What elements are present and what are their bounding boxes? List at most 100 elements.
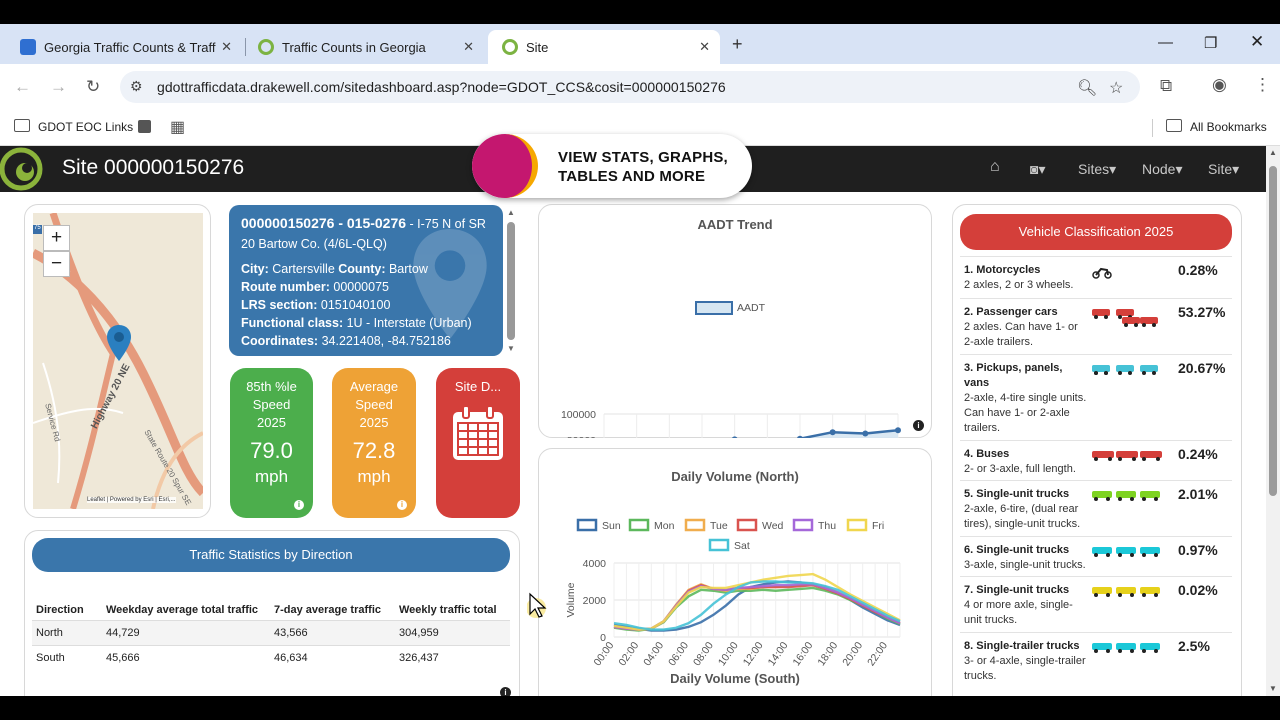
lrs-value: 0151040100 bbox=[320, 298, 391, 312]
close-icon[interactable]: ✕ bbox=[463, 39, 474, 54]
aadt-point bbox=[862, 430, 869, 437]
drakewell-icon bbox=[258, 39, 274, 55]
all-bookmarks[interactable]: All Bookmarks bbox=[1190, 120, 1267, 134]
close-icon[interactable]: ✕ bbox=[699, 39, 710, 54]
bookmark-app-icon[interactable] bbox=[138, 120, 151, 133]
vehicle-class-desc: 2 axles, 2 or 3 wheels. bbox=[964, 279, 1074, 291]
browser-window: Georgia Traffic Counts & Traffic ✕ Traff… bbox=[0, 24, 1280, 696]
tab-title: Georgia Traffic Counts & Traffic bbox=[44, 39, 216, 55]
map-marker-icon[interactable] bbox=[107, 325, 131, 361]
zoom-out-button[interactable]: − bbox=[43, 251, 70, 277]
address-bar[interactable]: ⚙ gdottrafficdata.drakewell.com/sitedash… bbox=[120, 71, 1140, 103]
vehicle-class-label: 2. Passenger cars 2 axles. Can have 1- or… bbox=[964, 305, 1089, 350]
page-content: Site 000000150276 ⌂ ◙▾ Sites▾ Node▾ Site… bbox=[0, 146, 1266, 696]
camera-menu-icon[interactable]: ◙▾ bbox=[1030, 161, 1046, 177]
info-icon[interactable]: i bbox=[500, 687, 511, 696]
home-icon[interactable]: ⌂ bbox=[990, 158, 1000, 175]
route-label: Route number: bbox=[241, 280, 330, 294]
tab-strip: Georgia Traffic Counts & Traffic ✕ Traff… bbox=[0, 24, 1280, 64]
daily-volume-chart: Sun Mon Tue Wed Thu Fri Sat 0 2000 4000 00:00 02:00… bbox=[565, 518, 901, 669]
col-header[interactable]: Weekday average total traffic bbox=[106, 603, 259, 616]
tab-search-icon[interactable]: ⧉ bbox=[1160, 76, 1173, 95]
scrollbar-thumb[interactable] bbox=[1269, 166, 1277, 496]
direction-table: Direction Weekday average total traffic … bbox=[32, 576, 510, 670]
x-tick-label: 02:00 bbox=[616, 640, 641, 669]
traffic-stats-title-button[interactable]: Traffic Statistics by Direction bbox=[32, 538, 510, 572]
info-scrollbar[interactable]: ▲ ▼ bbox=[507, 208, 515, 353]
aadt-point bbox=[797, 435, 803, 438]
map-attribution[interactable]: Leaflet | Powered by Esri | Esri,... bbox=[87, 497, 176, 503]
vehicle-class-desc: 3-axle, single-unit trucks. bbox=[964, 559, 1086, 571]
tab-georgia-traffic[interactable]: Georgia Traffic Counts & Traffic ✕ bbox=[6, 30, 242, 64]
reload-icon[interactable]: ↻ bbox=[86, 77, 101, 96]
drakewell-logo-icon[interactable] bbox=[0, 146, 46, 192]
site-map[interactable]: + − 75 Highway 20 NE State Route 20 Spur… bbox=[33, 213, 203, 509]
info-icon[interactable]: i bbox=[397, 500, 407, 510]
motorcycle-icon bbox=[1092, 265, 1172, 287]
forward-icon[interactable]: → bbox=[50, 77, 67, 96]
site-info-panel: 000000150276 - 015-0276 - I-75 N of SR 2… bbox=[229, 205, 503, 356]
bookmark-star-icon[interactable]: ☆ bbox=[1109, 80, 1124, 97]
new-tab-icon[interactable]: + bbox=[732, 34, 743, 54]
url-text[interactable]: gdottrafficdata.drakewell.com/sitedashbo… bbox=[157, 79, 726, 95]
nav-sites[interactable]: Sites▾ bbox=[1078, 161, 1117, 177]
pickup-icon bbox=[1092, 363, 1172, 385]
tab-traffic-counts[interactable]: Traffic Counts in Georgia ✕ bbox=[244, 30, 484, 64]
info-icon[interactable]: i bbox=[294, 500, 304, 510]
fc-label: Functional class: bbox=[241, 316, 344, 330]
promo-text: VIEW STATS, GRAPHS, TABLES AND MORE bbox=[558, 148, 728, 186]
route-line: Route number: 00000075 bbox=[241, 278, 491, 296]
col-header[interactable]: 7-day average traffic bbox=[274, 603, 381, 616]
back-icon[interactable]: ← bbox=[14, 77, 31, 96]
table-cell: North bbox=[32, 619, 102, 645]
x-tick-label: 04:00 bbox=[641, 640, 666, 669]
page-scrollbar[interactable]: ▲ ▼ bbox=[1266, 146, 1280, 696]
vehicle-class-row: 7. Single-unit trucks 4 or more axle, sin… bbox=[960, 576, 1232, 632]
zoom-icon[interactable]: 🔍︎ bbox=[1077, 80, 1098, 97]
aadt-point bbox=[895, 427, 901, 434]
aadt-point bbox=[731, 436, 738, 438]
zoom-in-button[interactable]: + bbox=[43, 225, 70, 251]
apps-grid-icon[interactable]: ▦ bbox=[170, 119, 186, 136]
site-info-icon[interactable]: ⚙ bbox=[130, 78, 143, 94]
close-icon[interactable]: ✕ bbox=[221, 39, 232, 54]
tab-site[interactable]: Site ✕ bbox=[488, 30, 720, 64]
x-tick-label: 16:00 bbox=[791, 640, 816, 669]
tile-year: 2025 bbox=[257, 415, 286, 430]
menu-icon[interactable]: ⋮ bbox=[1254, 75, 1271, 94]
vehicle-class-name: 3. Pickups, panels, vans bbox=[964, 362, 1063, 389]
bookmark-gdot-eoc[interactable]: GDOT EOC Links bbox=[38, 120, 134, 134]
y-tick-label: 80000 bbox=[567, 435, 596, 438]
bus-icon bbox=[1092, 449, 1172, 471]
y-tick-label: 100000 bbox=[561, 409, 596, 421]
site-diary-tile[interactable]: Site D... bbox=[436, 368, 520, 518]
car-icon bbox=[1092, 307, 1172, 329]
vehicle-class-label: 8. Single-trailer trucks 3- or 4-axle, si… bbox=[964, 639, 1089, 684]
vehicle-class-desc: 3- or 4-axle, single-trailer trucks. bbox=[964, 655, 1086, 682]
vehicle-class-row: 3. Pickups, panels, vans 2-axle, 4-tire s… bbox=[960, 354, 1232, 440]
bottom-letterbox bbox=[0, 696, 1280, 720]
restore-icon[interactable]: ❐ bbox=[1204, 35, 1218, 52]
vehicle-class-pct: 0.28% bbox=[1178, 262, 1218, 278]
tile-label: Speed bbox=[355, 397, 393, 412]
tile-label: 85th %le bbox=[246, 379, 297, 394]
vehicle-class-name: 1. Motorcycles bbox=[964, 264, 1041, 276]
profile-icon[interactable]: ◉ bbox=[1212, 75, 1227, 94]
vehicle-class-row: 4. Buses 2- or 3-axle, full length. 0.24% bbox=[960, 440, 1232, 480]
x-tick-label: 08:00 bbox=[691, 640, 716, 669]
daily-volume-card bbox=[538, 448, 932, 696]
close-window-icon[interactable]: ✕ bbox=[1250, 32, 1265, 51]
col-header[interactable]: Direction bbox=[36, 603, 84, 616]
nav-site[interactable]: Site▾ bbox=[1208, 161, 1240, 177]
legend-swatch bbox=[792, 518, 814, 532]
info-icon[interactable]: i bbox=[913, 420, 924, 431]
legend-swatch bbox=[695, 301, 733, 315]
vehicle-class-label: 4. Buses 2- or 3-axle, full length. bbox=[964, 447, 1089, 477]
tab-divider bbox=[245, 38, 246, 56]
col-header[interactable]: Weekly traffic total bbox=[399, 603, 497, 616]
minimize-icon[interactable]: — bbox=[1158, 34, 1173, 51]
promo-line: TABLES AND MORE bbox=[558, 168, 706, 185]
vehicle-class-title-button[interactable]: Vehicle Classification 2025 bbox=[960, 214, 1232, 250]
mouse-cursor-icon bbox=[527, 592, 547, 618]
nav-node[interactable]: Node▾ bbox=[1142, 161, 1183, 177]
